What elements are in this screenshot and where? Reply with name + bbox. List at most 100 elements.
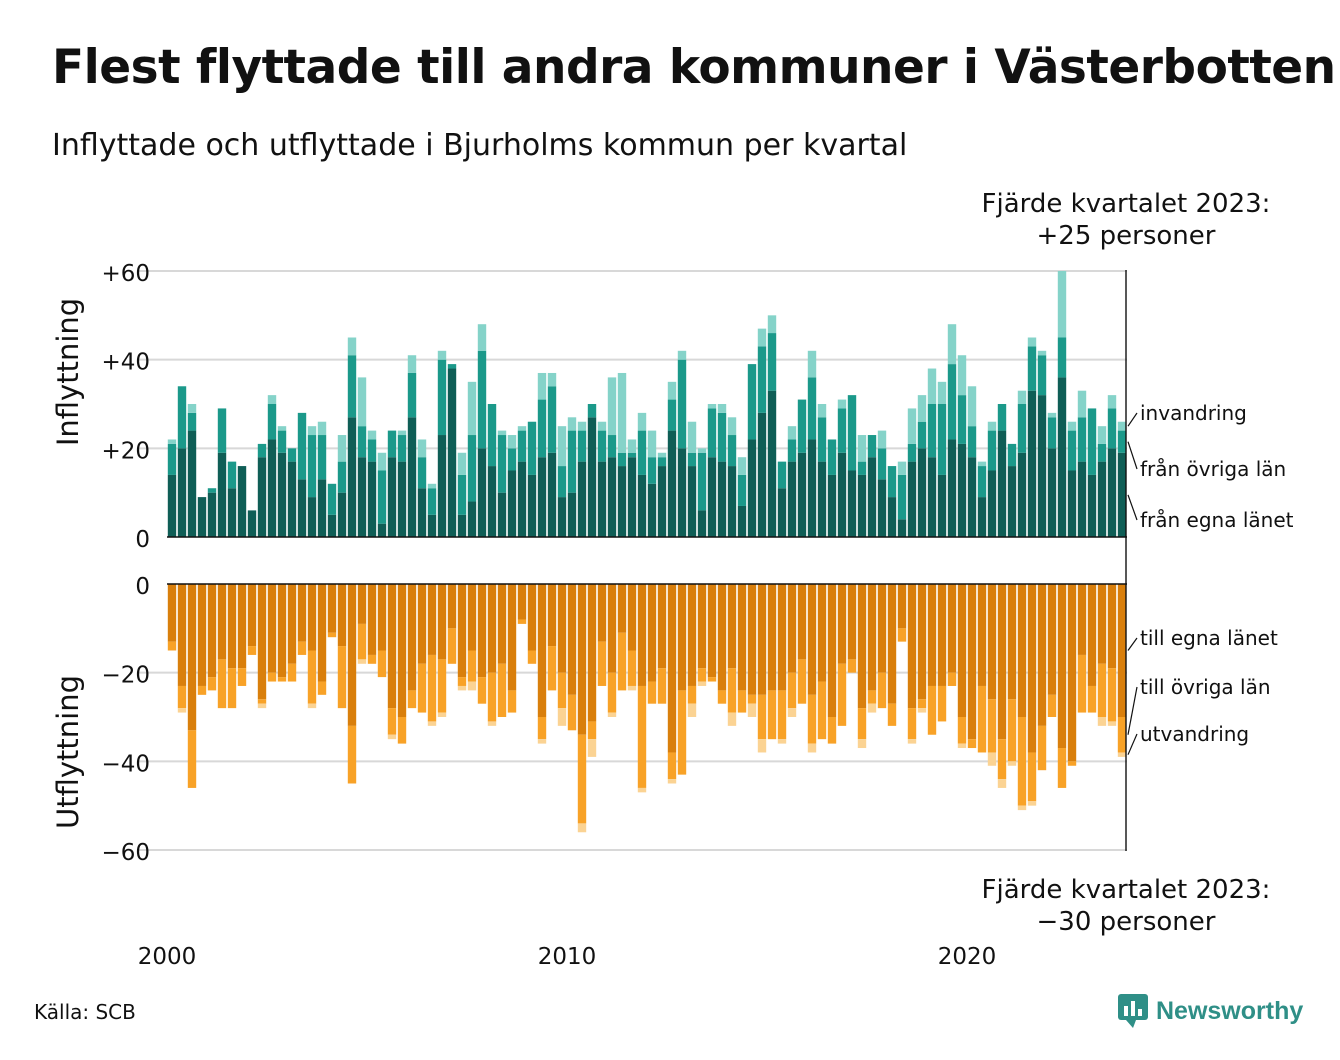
bar xyxy=(857,584,867,709)
bar xyxy=(267,404,277,440)
bar xyxy=(377,584,387,651)
bar xyxy=(867,703,877,713)
bar xyxy=(477,584,487,678)
bar xyxy=(607,457,617,537)
bar xyxy=(917,708,927,713)
bar xyxy=(1087,584,1097,686)
bar xyxy=(757,412,767,537)
chart-title: Flest flyttade till andra kommuner i Väs… xyxy=(52,40,1336,95)
leader-line xyxy=(1127,494,1138,521)
bar xyxy=(1077,584,1087,655)
bar xyxy=(1077,417,1087,462)
bar xyxy=(737,584,747,691)
logo-text: Newsworthy xyxy=(1156,996,1304,1025)
bar xyxy=(597,421,607,431)
bar xyxy=(387,457,397,537)
bar xyxy=(467,435,477,502)
bar xyxy=(307,435,317,498)
bar xyxy=(497,435,507,493)
bar xyxy=(807,584,817,695)
bar xyxy=(557,708,567,726)
bar xyxy=(557,466,567,498)
bar xyxy=(637,430,647,475)
bar xyxy=(937,474,947,537)
bar xyxy=(437,350,447,360)
bar xyxy=(1027,752,1037,802)
bar xyxy=(947,584,957,673)
bar xyxy=(357,377,367,427)
bar xyxy=(777,739,787,744)
bar xyxy=(937,381,947,404)
bar xyxy=(637,787,647,793)
bar xyxy=(687,421,697,453)
bar xyxy=(597,430,607,462)
bar xyxy=(757,346,767,413)
bar xyxy=(367,439,377,462)
bar xyxy=(977,466,987,498)
bar xyxy=(957,717,967,744)
bar xyxy=(807,743,817,753)
bar xyxy=(547,452,557,537)
bar xyxy=(1097,663,1107,717)
bar xyxy=(287,663,297,682)
bar xyxy=(517,584,527,620)
bar xyxy=(887,703,897,726)
bar xyxy=(857,474,867,537)
bar xyxy=(367,461,377,537)
bar xyxy=(787,461,797,537)
bar xyxy=(977,584,987,686)
bar xyxy=(597,584,607,642)
bar xyxy=(357,623,367,660)
bar xyxy=(1037,725,1047,771)
bar xyxy=(197,685,207,695)
bar xyxy=(427,721,437,726)
bar xyxy=(277,584,287,678)
bar xyxy=(987,470,997,537)
bar xyxy=(307,703,317,709)
bar xyxy=(237,584,247,669)
bar xyxy=(487,584,497,673)
bar xyxy=(647,584,657,682)
bar xyxy=(1047,694,1057,717)
bar xyxy=(707,404,717,409)
bar xyxy=(477,448,487,537)
bar xyxy=(677,359,687,449)
bar xyxy=(557,584,567,673)
bar xyxy=(387,734,397,740)
bar xyxy=(257,699,267,704)
bar xyxy=(327,584,337,633)
bar xyxy=(947,364,957,440)
bar xyxy=(197,497,207,537)
bar xyxy=(807,694,817,744)
bar xyxy=(447,628,457,664)
bar xyxy=(467,584,477,651)
bar xyxy=(607,672,617,713)
bar xyxy=(837,584,847,664)
bar xyxy=(1057,748,1067,788)
bar xyxy=(297,412,307,480)
bar xyxy=(967,457,977,537)
bar xyxy=(797,659,807,704)
bar xyxy=(1067,470,1077,537)
bar xyxy=(507,435,517,449)
bar xyxy=(647,681,657,704)
bar xyxy=(717,690,727,704)
bar xyxy=(207,488,217,493)
bar xyxy=(817,417,827,462)
bar xyxy=(397,435,407,462)
bar xyxy=(527,650,537,664)
bar xyxy=(467,650,477,682)
bar xyxy=(187,430,197,537)
bar xyxy=(577,461,587,537)
bar xyxy=(917,448,927,537)
bar xyxy=(397,717,407,744)
bar xyxy=(867,584,877,691)
bar xyxy=(577,584,587,735)
bar xyxy=(707,408,717,458)
bar xyxy=(957,443,967,537)
bar xyxy=(377,650,387,678)
bar xyxy=(877,672,887,709)
bar xyxy=(897,474,907,520)
bar xyxy=(407,355,417,373)
